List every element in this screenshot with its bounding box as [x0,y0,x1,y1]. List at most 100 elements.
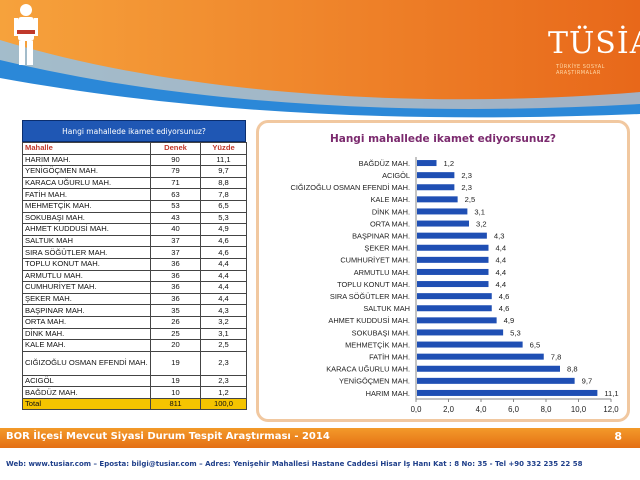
bar-chart: Hangi mahallede ikamet ediyorsunuz? BAĞDÜ… [291,133,620,414]
cell-denek: 26 [150,315,201,329]
category-label: SALTUK MAH [363,304,410,313]
cell-denek: 19 [150,350,201,376]
bar [417,196,458,203]
cell-mahalle: KALE MAH. [22,339,151,352]
footer-bar: BOR İlçesi Mevcut Siyasi Durum Tespit Ar… [0,428,640,448]
bar-value-label: 6,5 [530,340,541,349]
cell-total-denek: 811 [150,397,201,411]
bar [417,160,437,167]
cell-yuzde: 4,4 [200,292,247,306]
category-label: ŞEKER MAH. [364,244,410,253]
cell-mahalle: HARIM MAH. [22,153,151,167]
bar [417,293,492,300]
cell-yuzde: 2,3 [200,350,247,376]
cell-yuzde: 2,3 [200,374,247,388]
cell-denek: 36 [150,269,201,283]
cell-mahalle: SOKUBAŞI MAH. [22,211,151,225]
cell-denek: 19 [150,374,201,388]
bar-value-label: 4,4 [496,280,507,289]
cell-yuzde: 4,4 [200,281,247,294]
bar [417,317,497,324]
bar [417,184,455,191]
bar-value-label: 4,9 [504,316,515,325]
table-row: DİNK MAH. 25 3,1 [22,327,247,341]
category-label: SIRA SÖĞÜTLER MAH. [330,292,410,301]
header-mahalle: Mahalle [22,142,151,155]
bar [417,208,468,215]
table-row: FATİH MAH. 63 7,8 [22,188,247,201]
table-row: ORTA MAH. 26 3,2 [22,315,247,329]
x-tick-label: 2,0 [443,405,455,414]
contact-line: Web: www.tusiar.com – Eposta: bilgi@tusi… [6,460,583,468]
cell-mahalle: DİNK MAH. [22,327,151,341]
category-label: HARIM MAH. [366,389,410,398]
table-row: SIRA SÖĞÜTLER MAH. 37 4,6 [22,246,247,259]
bar-value-label: 11,1 [604,389,618,398]
cell-yuzde: 4,6 [200,246,247,259]
bar [417,329,504,336]
table-row: BAĞDÜZ MAH. 10 1,2 [22,386,247,399]
x-tick-label: 12,0 [603,405,619,414]
cell-yuzde: 8,8 [200,176,247,190]
bar [417,305,492,312]
table-row: KALE MAH. 20 2,5 [22,339,247,352]
cell-mahalle: BAŞPINAR MAH. [22,304,151,317]
table-title: Hangi mahallede ikamet ediyorsunuz? [22,120,246,142]
table-row: CIĞIZOĞLU OSMAN EFENDİ MAH. 19 2,3 [22,350,247,376]
footer-title: BOR İlçesi Mevcut Siyasi Durum Tespit Ar… [6,431,330,442]
table-row: YENİGÖÇMEN MAH. 79 9,7 [22,165,247,178]
bar [417,232,487,239]
cell-total-yuzde: 100,0 [200,397,247,411]
cell-mahalle: ARMUTLU MAH. [22,269,151,283]
x-tick-label: 6,0 [508,405,520,414]
category-label: TOPLU KONUT MAH. [337,280,410,289]
bar [417,281,489,288]
cell-yuzde: 3,1 [200,327,247,341]
x-tick-label: 4,0 [476,405,488,414]
cell-yuzde: 2,5 [200,339,247,352]
bar-value-label: 3,1 [474,207,485,216]
cell-mahalle: YENİGÖÇMEN MAH. [22,165,151,178]
bar [417,256,489,263]
category-label: ORTA MAH. [370,219,410,228]
cell-mahalle: TOPLU KONUT MAH. [22,257,151,271]
cell-denek: 10 [150,386,201,399]
cell-mahalle: FATİH MAH. [22,188,151,201]
bar [417,353,544,360]
category-label: KARACA UĞURLU MAH. [326,365,410,374]
bar-value-label: 4,6 [499,292,510,301]
cell-mahalle: CUMHURİYET MAH. [22,281,151,294]
table-row: MEHMETÇİK MAH. 53 6,5 [22,199,247,213]
cell-denek: 20 [150,339,201,352]
category-label: SOKUBAŞI MAH. [352,328,410,337]
category-label: YENİGÖÇMEN MAH. [339,377,410,386]
cell-denek: 35 [150,304,201,317]
cell-mahalle: ORTA MAH. [22,315,151,329]
category-label: BAĞDÜZ MAH. [359,159,410,168]
cell-yuzde: 6,5 [200,199,247,213]
cell-total-label: Total [22,397,151,411]
chart-title: Hangi mahallede ikamet ediyorsunuz? [330,133,556,145]
category-label: FATİH MAH. [369,352,410,361]
bar-value-label: 1,2 [444,159,455,168]
table-row: HARIM MAH. 90 11,1 [22,153,247,167]
bar-value-label: 2,3 [461,183,472,192]
bar-value-label: 4,4 [496,256,507,265]
cell-denek: 40 [150,223,201,236]
cell-yuzde: 9,7 [200,165,247,178]
cell-denek: 36 [150,257,201,271]
cell-yuzde: 5,3 [200,211,247,225]
bar-value-label: 2,5 [465,195,476,204]
cell-yuzde: 4,9 [200,223,247,236]
cell-mahalle: SALTUK MAH [22,234,151,248]
cell-denek: 36 [150,281,201,294]
tusiar-logo-figure-icon [14,4,38,65]
header-background [0,0,640,120]
bar-value-label: 4,3 [494,231,505,240]
cell-yuzde: 7,8 [200,188,247,201]
cell-denek: 90 [150,153,201,167]
cell-denek: 37 [150,246,201,259]
table-row: AHMET KUDDUSİ MAH. 40 4,9 [22,223,247,236]
bar-value-label: 4,6 [499,304,510,313]
cell-yuzde: 4,3 [200,304,247,317]
